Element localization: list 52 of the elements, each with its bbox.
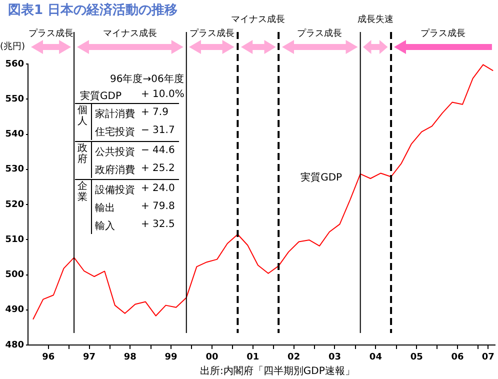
text: プラス成長	[190, 27, 235, 40]
annotation: 個人	[76, 105, 88, 127]
text: マイナス成長	[231, 14, 286, 26]
x-tick-label: 02	[288, 352, 300, 363]
x-tick-label: 98	[124, 352, 136, 363]
annotation: 設備投資	[95, 184, 135, 197]
y-tick-label: 550	[5, 94, 24, 104]
annotation: + 79.8	[141, 201, 175, 212]
annotation: 政府	[76, 143, 88, 165]
x-tick-label: 07	[482, 352, 494, 363]
annotation: 輸入	[95, 220, 115, 233]
y-axis-title: (兆円)	[0, 40, 26, 53]
x-tick-label: 01	[246, 352, 260, 363]
annotation: + 25.2	[141, 163, 175, 174]
x-tick-label: 97	[83, 352, 96, 363]
text: マイナス成長	[103, 28, 158, 40]
annotation: 住宅投資	[95, 126, 135, 139]
annotation: + 24.0	[141, 183, 175, 194]
text: 成長失速	[358, 14, 394, 26]
y-tick-label: 530	[5, 164, 24, 175]
annotation: + 10.0%	[141, 89, 184, 100]
x-tick-label: 03	[328, 352, 341, 363]
annotation: + 32.5	[141, 219, 175, 230]
y-tick-label: 560	[5, 59, 24, 70]
annotation: 企業	[76, 181, 88, 203]
x-tick-label: 05	[410, 352, 423, 363]
annotation: − 31.7	[141, 125, 175, 136]
x-tick-label: 00	[206, 352, 218, 363]
annotation: 96年度→06年度	[110, 72, 184, 86]
x-tick-label: 06	[451, 352, 464, 363]
text: プラス成長	[296, 27, 342, 40]
annotation: − 44.6	[141, 145, 175, 156]
chart-title: 図表1 日本の経済活動の推移	[8, 2, 178, 19]
x-tick-label: 99	[164, 352, 178, 363]
y-tick-label: 540	[5, 130, 24, 140]
annotation: 実質GDP	[80, 90, 122, 103]
x-tick-label: 04	[369, 352, 382, 363]
y-tick-label: 510	[5, 234, 24, 245]
annotation: 家計消費	[95, 108, 135, 121]
x-tick-label: 96	[42, 352, 55, 363]
y-tick-label: 490	[5, 305, 24, 316]
annotation: + 7.9	[141, 107, 168, 118]
series-label: 実質GDP	[300, 172, 342, 184]
annotation: 政府消費	[95, 164, 135, 177]
text: プラス成長	[28, 27, 74, 40]
y-tick-label: 480	[5, 340, 24, 350]
text: 出所:内閣府「四半期別GDP速報」	[200, 364, 355, 378]
y-tick-label: 520	[5, 200, 24, 210]
annotation: 公共投資	[95, 146, 135, 159]
y-tick-label: 500	[5, 270, 24, 280]
text: プラス成長	[420, 27, 466, 40]
annotation: 輸出	[95, 202, 115, 215]
